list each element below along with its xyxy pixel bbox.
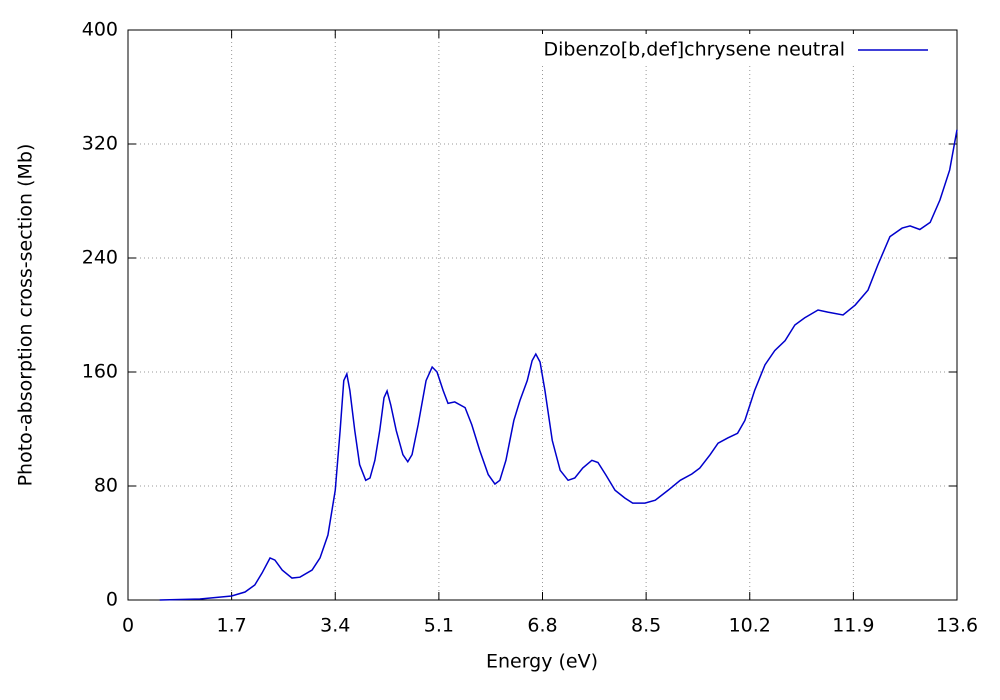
y-tick-label: 400 bbox=[82, 19, 118, 41]
y-tick-label: 0 bbox=[106, 589, 118, 611]
x-axis-label: Energy (eV) bbox=[486, 651, 598, 673]
x-tick-label: 6.8 bbox=[527, 615, 557, 637]
y-axis-label: Photo-absorption cross-section (Mb) bbox=[15, 144, 37, 487]
plot-frame bbox=[127, 29, 958, 601]
data-line bbox=[159, 129, 958, 601]
y-tick-label: 240 bbox=[82, 247, 118, 269]
x-tick-label: 3.4 bbox=[320, 615, 350, 637]
y-tick-label: 160 bbox=[82, 361, 118, 383]
x-tick-label: 5.1 bbox=[424, 615, 454, 637]
y-tick-label: 80 bbox=[94, 475, 118, 497]
x-tick-label: 0 bbox=[122, 615, 134, 637]
x-tick-label: 8.5 bbox=[631, 615, 661, 637]
x-tick-label: 1.7 bbox=[217, 615, 247, 637]
legend-label: Dibenzo[b,def]chrysene neutral bbox=[543, 39, 845, 61]
x-tick-label: 11.9 bbox=[832, 615, 874, 637]
x-tick-label: 13.6 bbox=[936, 615, 978, 637]
x-tick-label: 10.2 bbox=[729, 615, 771, 637]
y-tick-label: 320 bbox=[82, 133, 118, 155]
